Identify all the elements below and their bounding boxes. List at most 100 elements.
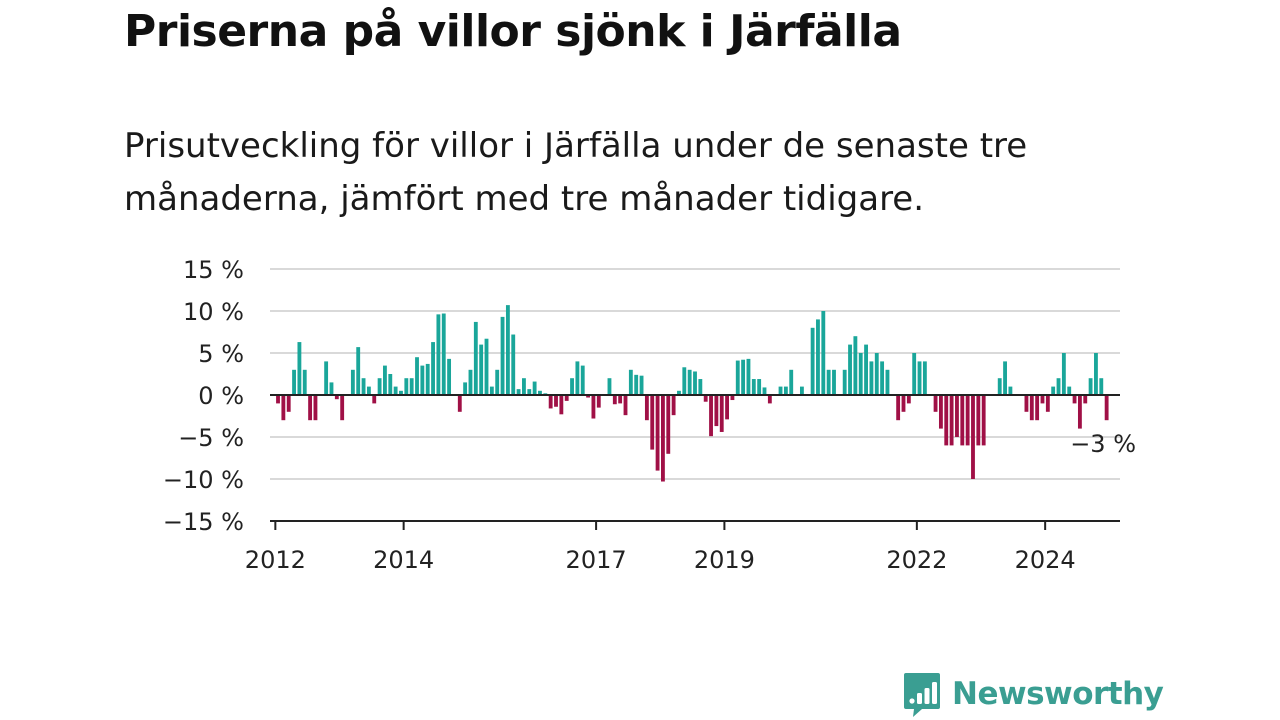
bar — [864, 344, 868, 395]
bar — [634, 374, 639, 395]
x-tick-label: 2022 — [886, 546, 947, 574]
bar — [666, 395, 671, 454]
x-tick-label: 2014 — [373, 546, 434, 574]
bar — [783, 386, 788, 395]
bar — [644, 395, 649, 421]
bar — [618, 395, 623, 404]
bars — [276, 305, 1109, 482]
bar — [1040, 395, 1045, 404]
bar — [938, 395, 943, 429]
bar — [612, 395, 617, 405]
bar — [468, 369, 473, 395]
bar — [949, 395, 954, 446]
bar — [425, 363, 430, 395]
bar — [623, 395, 628, 416]
bar — [575, 361, 580, 395]
chart-subtitle: Prisutveckling för villor i Järfälla und… — [124, 126, 1028, 219]
y-tick-label: 0 % — [198, 382, 244, 410]
bar — [548, 395, 553, 409]
bar — [484, 338, 489, 395]
bar — [778, 386, 783, 395]
x-tick-label: 2024 — [1015, 546, 1076, 574]
bar — [505, 305, 510, 395]
y-tick-label: −5 % — [178, 424, 244, 452]
bar — [399, 390, 403, 395]
bar — [650, 395, 655, 450]
bar — [682, 367, 687, 395]
bar — [570, 378, 574, 395]
bar — [404, 378, 409, 395]
bar — [981, 395, 986, 446]
bar — [730, 395, 735, 401]
bar — [655, 395, 660, 471]
bar — [735, 360, 740, 395]
bar — [393, 386, 398, 395]
bar — [308, 395, 313, 421]
bar — [816, 319, 820, 395]
bar — [1056, 378, 1061, 395]
bar — [457, 395, 462, 412]
bar — [1008, 386, 1013, 395]
x-axis-ticks: 2012 2014 2017 2019 2022 2024 — [245, 521, 1076, 574]
bar — [559, 395, 564, 415]
bar — [313, 395, 318, 421]
bar — [516, 389, 521, 395]
bar — [479, 344, 484, 395]
bar — [746, 358, 751, 395]
bar — [511, 334, 516, 395]
bar — [538, 390, 542, 395]
bar — [415, 357, 419, 395]
bar — [703, 395, 708, 402]
bar — [917, 361, 922, 395]
y-tick-label: −15 % — [163, 508, 244, 536]
bar — [489, 386, 494, 395]
bar — [874, 353, 879, 395]
bar — [463, 382, 468, 395]
bar — [789, 369, 794, 395]
bar — [751, 379, 756, 395]
bar — [409, 378, 414, 395]
bar — [286, 395, 291, 412]
y-tick-label: 15 % — [183, 256, 244, 284]
bar — [447, 358, 452, 395]
newsworthy-logo[interactable]: Newsworthy — [902, 670, 1164, 718]
bar — [880, 361, 885, 395]
bar — [922, 361, 927, 395]
bar — [431, 342, 435, 395]
bar — [527, 389, 532, 395]
bar — [693, 371, 697, 395]
bar — [698, 379, 703, 395]
bar — [869, 361, 874, 395]
bar — [832, 369, 836, 395]
bar — [826, 369, 831, 395]
bar — [324, 361, 329, 395]
bar — [522, 378, 526, 395]
bar — [687, 369, 692, 395]
bar — [329, 382, 334, 395]
bar — [302, 369, 307, 395]
bar — [297, 342, 302, 395]
bar — [366, 386, 371, 395]
bar — [607, 378, 612, 395]
bar — [757, 379, 762, 395]
x-tick-label: 2019 — [694, 546, 755, 574]
bar — [944, 395, 949, 446]
bar — [661, 395, 665, 482]
bar — [334, 395, 339, 400]
bar — [1104, 395, 1109, 421]
bar — [628, 369, 633, 395]
bar — [671, 395, 676, 416]
bar — [292, 369, 296, 395]
bar-chart: 15 %10 %5 %0 %−5 %−10 %−15 % 2012 2014 201… — [163, 256, 1136, 574]
bar — [580, 365, 585, 395]
y-tick-label: −10 % — [163, 466, 244, 494]
bar — [473, 321, 478, 395]
bar — [340, 395, 345, 421]
bar — [377, 378, 382, 395]
bar — [532, 381, 537, 395]
bar — [912, 353, 917, 395]
bar — [1003, 361, 1007, 395]
bar — [741, 359, 746, 395]
axes — [270, 394, 1120, 522]
bar — [971, 395, 975, 479]
